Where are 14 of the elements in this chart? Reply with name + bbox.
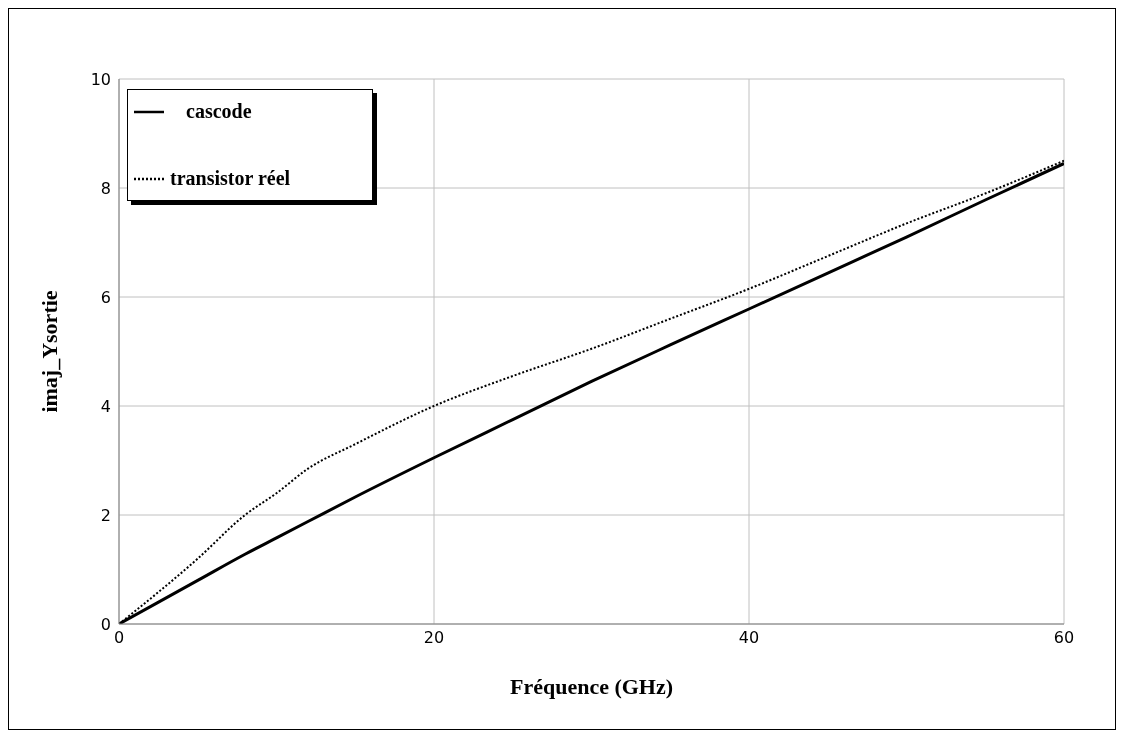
x-tick-label: 20 <box>423 628 445 648</box>
x-tick-label: 40 <box>738 628 760 648</box>
x-tick-label: 0 <box>113 628 125 648</box>
y-tick-label: 0 <box>100 614 111 634</box>
y-tick-label: 2 <box>100 505 111 525</box>
legend-label: transistor réel <box>170 167 291 190</box>
legend-label: cascode <box>186 100 252 123</box>
y-tick-label: 6 <box>100 287 111 307</box>
y-tick-label: 8 <box>100 178 111 198</box>
x-axis-title: Fréquence (GHz) <box>509 674 674 699</box>
y-tick-label: 10 <box>90 69 111 89</box>
y-axis-title: imaj_Ysortie <box>36 290 62 413</box>
y-tick-label: 4 <box>100 396 111 416</box>
x-tick-label: 60 <box>1053 628 1075 648</box>
